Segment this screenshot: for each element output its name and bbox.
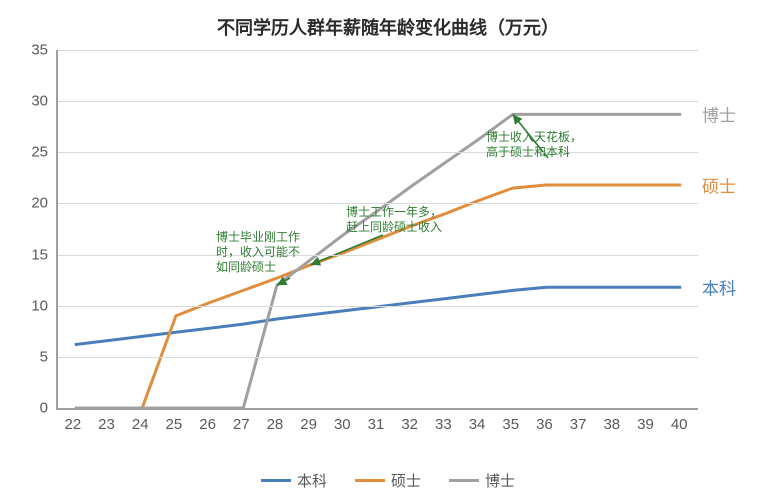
y-axis-label: 30: [0, 93, 48, 110]
gridline: [58, 255, 698, 256]
y-axis-label: 20: [0, 195, 48, 212]
x-axis-label: 24: [132, 416, 149, 433]
legend-label: 本科: [297, 470, 327, 491]
x-axis-label: 26: [199, 416, 216, 433]
x-axis-label: 25: [166, 416, 183, 433]
chart-title: 不同学历人群年薪随年龄变化曲线（万元）: [0, 14, 776, 40]
series-line-本科: [75, 287, 681, 344]
annotation-0: 博士毕业刚工作 时，收入可能不 如同龄硕士: [216, 230, 326, 275]
x-axis-label: 27: [233, 416, 250, 433]
x-axis-label: 35: [502, 416, 519, 433]
y-axis-label: 15: [0, 246, 48, 263]
series-end-label-博士: 博士: [702, 102, 736, 127]
legend-swatch: [355, 479, 385, 482]
x-axis-label: 23: [98, 416, 115, 433]
y-axis-label: 25: [0, 144, 48, 161]
x-axis-label: 37: [570, 416, 587, 433]
x-axis-label: 22: [64, 416, 81, 433]
gridline: [58, 306, 698, 307]
x-axis-label: 30: [334, 416, 351, 433]
x-axis-label: 40: [671, 416, 688, 433]
series-end-label-本科: 本科: [702, 275, 736, 300]
gridline: [58, 101, 698, 102]
x-axis-label: 28: [267, 416, 284, 433]
annotation-2: 博士收入天花板， 高于硕士和本科: [486, 130, 606, 160]
legend-label: 博士: [485, 470, 515, 491]
y-axis-label: 35: [0, 42, 48, 59]
x-axis-label: 31: [368, 416, 385, 433]
y-axis-label: 10: [0, 297, 48, 314]
y-axis-label: 0: [0, 400, 48, 417]
x-axis-label: 29: [300, 416, 317, 433]
y-axis-label: 5: [0, 348, 48, 365]
legend-label: 硕士: [391, 470, 421, 491]
chart-container: 不同学历人群年薪随年龄变化曲线（万元） 本科硕士博士 0510152025303…: [0, 0, 776, 500]
legend-item-硕士: 硕士: [355, 470, 421, 491]
legend-item-博士: 博士: [449, 470, 515, 491]
gridline: [58, 50, 698, 51]
gridline: [58, 357, 698, 358]
series-end-label-硕士: 硕士: [702, 173, 736, 198]
annotation-1: 博士工作一年多， 赶上同龄硕士收入: [346, 205, 466, 235]
legend-item-本科: 本科: [261, 470, 327, 491]
x-axis-label: 36: [536, 416, 553, 433]
x-axis-label: 32: [401, 416, 418, 433]
x-axis-label: 33: [435, 416, 452, 433]
x-axis-label: 39: [637, 416, 654, 433]
legend: 本科 硕士 博士: [0, 470, 776, 491]
x-axis-label: 34: [469, 416, 486, 433]
legend-swatch: [261, 479, 291, 482]
x-axis-label: 38: [603, 416, 620, 433]
legend-swatch: [449, 479, 479, 482]
